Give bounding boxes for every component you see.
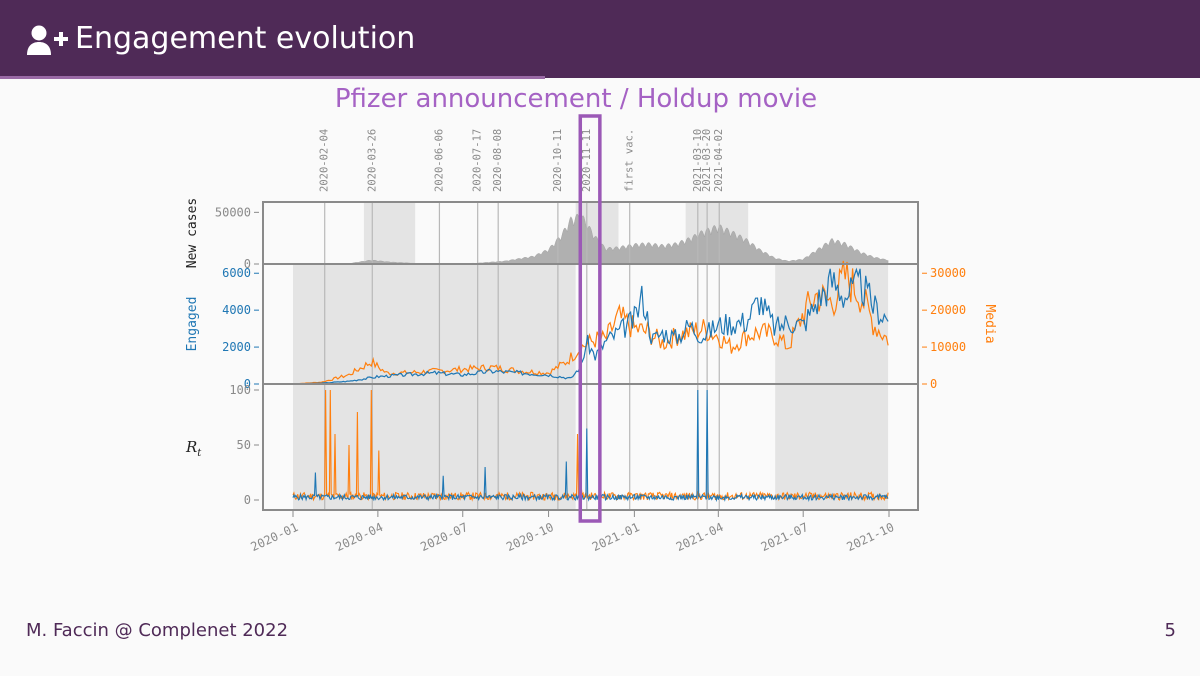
highlight-box <box>578 114 602 523</box>
media-tick-label: 30000 <box>930 266 966 280</box>
event-label: 2020-06-06 <box>433 129 445 192</box>
engaged-tick-label: 2000 <box>222 340 251 354</box>
cases-tick-label: 50000 <box>215 205 251 219</box>
rt-tick-label: 0 <box>244 493 251 507</box>
footer-author: M. Faccin @ Complenet 2022 <box>26 620 289 641</box>
event-label: 2021-04-02 <box>713 129 725 192</box>
engaged-tick-label: 0 <box>244 377 251 391</box>
x-tick-label: 2020-04 <box>333 520 385 554</box>
page-title: Engagement evolution <box>75 21 416 56</box>
engaged-tick-label: 6000 <box>222 266 251 280</box>
media-tick-label: 0 <box>930 377 937 391</box>
media-axis-label: Media <box>982 304 997 343</box>
event-label: 2020-07-17 <box>472 129 484 192</box>
event-label: 2021-03-10 <box>692 129 704 192</box>
user-plus-icon <box>27 25 68 55</box>
rt-axis-label-sub: t <box>197 448 202 459</box>
cases-tick-label: 0 <box>244 257 251 271</box>
rt-tick-label: 50 <box>237 438 251 452</box>
engaged-series-line <box>292 267 889 385</box>
header-accent-line <box>0 76 545 79</box>
panel-frame <box>262 383 919 511</box>
x-tick-label: 2021-04 <box>674 520 726 554</box>
new-cases-area <box>293 213 889 265</box>
shaded-period <box>363 202 416 264</box>
x-tick-label: 2020-01 <box>249 520 301 554</box>
media-tick-label: 20000 <box>930 303 966 317</box>
x-tick-label: 2021-10 <box>845 520 897 554</box>
event-label: 2021-03-20 <box>701 129 713 192</box>
cases-axis-label: New cases <box>185 198 200 268</box>
event-label: 2020-02-04 <box>319 129 331 192</box>
shaded-period <box>293 264 576 510</box>
header-bar <box>0 0 1200 78</box>
x-tick-label: 2020-10 <box>504 520 556 554</box>
rt-tick-label: 100 <box>229 383 251 397</box>
engaged-axis-label: Engaged <box>185 297 200 352</box>
event-label: 2020-08-08 <box>492 129 504 192</box>
media-tick-label: 10000 <box>930 340 966 354</box>
chart-subtitle: Pfizer announcement / Holdup movie <box>334 84 818 114</box>
rt-engaged-line <box>292 389 889 503</box>
rt-axis-label: Rt <box>185 438 202 459</box>
event-label: 2020-10-11 <box>552 129 564 192</box>
x-tick-label: 2020-07 <box>418 520 470 554</box>
x-tick-label: 2021-01 <box>590 520 642 554</box>
page-number: 5 <box>1164 620 1176 641</box>
event-label: 2020-11-11 <box>581 129 593 192</box>
event-label: first vac. <box>624 129 636 192</box>
x-tick-label: 2021-07 <box>759 520 811 554</box>
event-label: 2020-03-26 <box>366 129 378 192</box>
engaged-tick-label: 4000 <box>222 303 251 317</box>
